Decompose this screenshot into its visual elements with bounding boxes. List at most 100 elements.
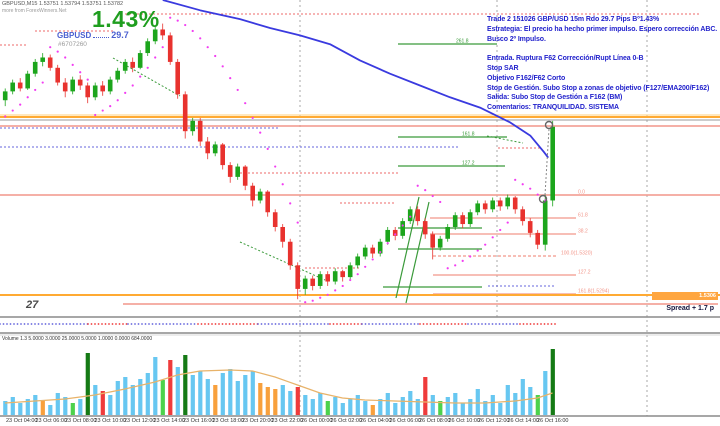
psar-dot [79,71,82,74]
candle-body [347,265,353,278]
indicator-dot [285,323,287,325]
indicator-dot [172,323,175,325]
volume-bar [258,383,263,415]
volume-bar [228,369,233,415]
indicator-dot [385,323,388,325]
symbol-label: GBPUSD [57,31,92,40]
trade-annotation-line: Objetivo F162/F62 Corto [487,74,566,82]
indicator-dot [403,323,405,325]
candle-body [235,166,240,177]
volume-bar [280,385,285,415]
indicator-dot [94,323,96,325]
indicator-dot [271,323,273,325]
psar-dot [529,187,532,190]
candles-group [2,23,555,300]
candle-body [250,185,255,201]
trade-annotation-line: Stop de Gestión. Subo Stop a zonas de ob… [487,84,710,92]
indicator-dot [464,323,467,325]
time-axis-label: 26 Oct 10:00 [448,418,481,424]
candle-body [310,278,315,286]
candle-body [430,234,435,248]
indicator-dot [62,323,64,325]
time-axis-label: 23 Oct 06:00 [35,418,68,424]
volume-bar [183,355,188,415]
psar-dot [281,183,284,186]
candle-body [145,41,150,54]
volume-bar [93,385,98,415]
candle-body [32,61,38,74]
indicator-dot [169,323,171,325]
indicator-dot [470,323,473,325]
time-axis-label: 26 Oct 06:00 [389,418,422,424]
volume-bar [198,371,203,415]
indicator-dot [336,323,338,325]
time-axis[interactable]: 23 Oct 04:00 23 Oct 06:00 23 Oct 08:00 23 O… [0,418,720,426]
indicator-dot [410,323,412,325]
volume-bar [415,399,420,415]
indicator-dot [375,323,377,325]
psar-dot [259,131,262,134]
indicator-dot [547,323,549,325]
psar-dot [431,194,434,198]
candle-body [190,120,195,132]
time-axis-label: 26 Oct 14:00 [507,418,540,424]
indicator-dot [274,323,277,325]
volume-bar [243,375,248,415]
trade-annotation-block: Trade 2 151026 GBP/USD 15m Rdo 29.7 Pips… [487,15,720,113]
volume-bar [550,349,555,415]
indicator-dot [292,323,294,325]
volume-bar [115,381,120,415]
volume-bar [70,403,75,415]
indicator-dot [162,323,164,325]
indicator-dot [246,323,248,325]
indicator-dot [155,323,157,325]
psar-dot [416,184,419,187]
indicator-dot [104,323,107,325]
time-axis-label: 23 Oct 12:00 [124,418,156,424]
psar-dot [476,249,479,252]
candle-body [437,238,443,248]
psar-dot [161,46,164,49]
volume-bar [40,400,45,415]
candle-body [550,126,555,201]
indicator-dot [406,323,409,325]
psar-dot [296,221,299,224]
volume-bars-group [3,349,555,415]
psar-dot [206,46,209,49]
volume-bar [475,389,480,415]
volume-bar [265,387,270,415]
level-label: 127.2 [462,161,475,167]
psar-dot [56,50,59,53]
psar-dot [491,236,494,239]
indicator-dot [2,323,5,325]
time-axis-label: 23 Oct 04:00 [6,418,38,424]
indicator-dot [141,323,143,325]
candle-body [55,67,60,83]
indicator-dot [58,323,61,325]
indicator-dot [327,323,329,325]
indicator-dot [264,323,266,325]
psar-dot [379,250,382,254]
indicator-dot [447,323,449,325]
indicator-dot [554,323,556,325]
indicator-dot [533,323,535,325]
psar-dot [266,147,269,150]
volume-bar [378,399,383,415]
volume-bar [543,371,548,415]
psar-dot [514,178,517,181]
trade-annotation-line: Comentarios: TRANQUILIDAD. SISTEMA [487,104,619,112]
trade-annotation-line: Busco 2º Impulso. [487,35,546,43]
indicator-dot [108,323,110,325]
indicator-dot [536,323,539,325]
psar-dot [64,56,67,59]
psar-dot [214,54,217,58]
candle-body [47,57,53,68]
indicator-dot [353,323,356,325]
candle-body [212,144,218,154]
volume-bar [303,395,308,415]
psar-dot [4,115,7,118]
volume-bar [288,391,293,415]
indicator-dot [357,323,359,325]
indicator-dot [211,323,213,325]
